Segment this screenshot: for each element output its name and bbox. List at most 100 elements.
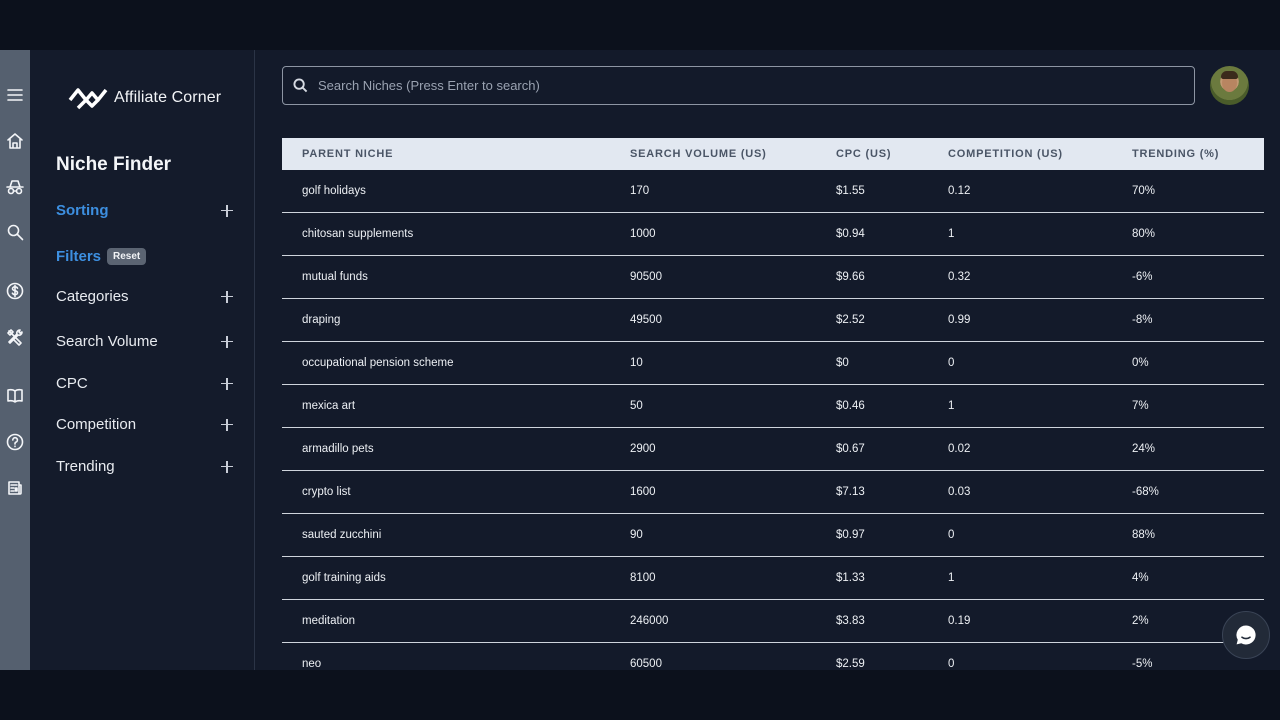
cell-search-volume: 1600 — [630, 486, 656, 498]
sorting-label: Sorting — [56, 202, 109, 219]
filters-header: Filters Reset — [56, 248, 147, 265]
cell-cpc: $2.52 — [836, 314, 865, 326]
menu-icon[interactable] — [4, 84, 26, 106]
sidebar: Affiliate Corner Niche Finder Sorting Fi… — [30, 50, 255, 670]
cell-trending: -5% — [1132, 658, 1153, 670]
cell-cpc: $3.83 — [836, 615, 865, 627]
filters-label: Filters — [56, 248, 102, 265]
header-parent-niche[interactable]: PARENT NICHE — [302, 148, 394, 160]
table-header: PARENT NICHE SEARCH VOLUME (US) CPC (US)… — [282, 138, 1264, 170]
table-row[interactable]: draping 49500 $2.52 0.99 -8% — [282, 299, 1264, 342]
cell-search-volume: 170 — [630, 185, 650, 197]
table-row[interactable]: golf training aids 8100 $1.33 1 4% — [282, 557, 1264, 600]
cell-search-volume: 246000 — [630, 615, 669, 627]
cell-parent-niche: occupational pension scheme — [302, 357, 454, 369]
cell-trending: 0% — [1132, 357, 1149, 369]
cell-competition: 0 — [948, 357, 955, 369]
brand-logo[interactable]: Affiliate Corner — [68, 84, 221, 112]
cell-parent-niche: chitosan supplements — [302, 228, 414, 240]
cell-parent-niche: draping — [302, 314, 341, 326]
plus-icon — [220, 290, 234, 304]
cell-search-volume: 60500 — [630, 658, 662, 670]
table-row[interactable]: crypto list 1600 $7.13 0.03 -68% — [282, 471, 1264, 514]
cell-competition: 1 — [948, 228, 955, 240]
filter-search-volume[interactable]: Search Volume — [56, 333, 234, 350]
header-search-volume[interactable]: SEARCH VOLUME (US) — [630, 148, 767, 160]
chat-button[interactable] — [1222, 611, 1270, 659]
tools-icon[interactable] — [4, 326, 26, 348]
cell-trending: 24% — [1132, 443, 1156, 455]
cell-trending: -6% — [1132, 271, 1153, 283]
avatar-hair — [1221, 71, 1238, 79]
cell-cpc: $0.97 — [836, 529, 865, 541]
book-icon[interactable] — [4, 385, 26, 407]
filter-cpc[interactable]: CPC — [56, 375, 234, 392]
table-body: golf holidays 170 $1.55 0.12 70% chitosan sup… — [282, 170, 1264, 686]
cell-parent-niche: crypto list — [302, 486, 351, 498]
table-row[interactable]: occupational pension scheme 10 $0 0 0% — [282, 342, 1264, 385]
filter-label: Categories — [56, 288, 129, 305]
reset-filters-button[interactable]: Reset — [107, 248, 147, 265]
table-row[interactable]: armadillo pets 2900 $0.67 0.02 24% — [282, 428, 1264, 471]
brand-name: Affiliate Corner — [114, 89, 222, 106]
cell-parent-niche: mutual funds — [302, 271, 368, 283]
table-row[interactable]: mutual funds 90500 $9.66 0.32 -6% — [282, 256, 1264, 299]
cell-search-volume: 8100 — [630, 572, 656, 584]
filter-label: Search Volume — [56, 333, 158, 350]
table-row[interactable]: chitosan supplements 1000 $0.94 1 80% — [282, 213, 1264, 256]
cell-cpc: $0 — [836, 357, 849, 369]
search-bar — [282, 66, 1195, 105]
main-content: PARENT NICHE SEARCH VOLUME (US) CPC (US)… — [256, 50, 1280, 686]
newspaper-icon[interactable] — [4, 477, 26, 499]
cell-trending: 88% — [1132, 529, 1156, 541]
cell-trending: 80% — [1132, 228, 1156, 240]
table-row[interactable]: sauted zucchini 90 $0.97 0 88% — [282, 514, 1264, 557]
cell-search-volume: 90 — [630, 529, 643, 541]
incognito-icon[interactable] — [4, 176, 26, 198]
cell-cpc: $0.94 — [836, 228, 865, 240]
cell-competition: 0.02 — [948, 443, 971, 455]
plus-icon — [220, 377, 234, 391]
filter-categories[interactable]: Categories — [56, 288, 234, 305]
table-row[interactable]: mexica art 50 $0.46 1 7% — [282, 385, 1264, 428]
header-competition[interactable]: COMPETITION (US) — [948, 148, 1063, 160]
cell-parent-niche: mexica art — [302, 400, 356, 412]
cell-cpc: $9.66 — [836, 271, 865, 283]
home-icon[interactable] — [4, 130, 26, 152]
sorting-toggle[interactable]: Sorting — [56, 202, 234, 219]
cell-trending: 2% — [1132, 615, 1149, 627]
cell-cpc: $0.67 — [836, 443, 865, 455]
cell-competition: 1 — [948, 572, 955, 584]
cell-trending: 4% — [1132, 572, 1149, 584]
filter-label: CPC — [56, 375, 88, 392]
search-input[interactable] — [318, 78, 1178, 93]
app-frame: Affiliate Corner Niche Finder Sorting Fi… — [0, 50, 1280, 686]
cell-trending: -8% — [1132, 314, 1153, 326]
filter-competition[interactable]: Competition — [56, 416, 234, 433]
cell-search-volume: 90500 — [630, 271, 662, 283]
cell-search-volume: 2900 — [630, 443, 656, 455]
letterbox-top — [0, 0, 1280, 50]
affiliate-corner-logo-icon — [68, 88, 108, 110]
table-row[interactable]: golf holidays 170 $1.55 0.12 70% — [282, 170, 1264, 213]
header-cpc[interactable]: CPC (US) — [836, 148, 892, 160]
cell-search-volume: 1000 — [630, 228, 656, 240]
search-icon[interactable] — [4, 221, 26, 243]
dollar-icon[interactable] — [4, 280, 26, 302]
avatar[interactable] — [1210, 66, 1249, 105]
cell-cpc: $2.59 — [836, 658, 865, 670]
chat-bubble-icon — [1236, 625, 1256, 645]
niche-table: PARENT NICHE SEARCH VOLUME (US) CPC (US)… — [282, 138, 1264, 686]
cell-search-volume: 10 — [630, 357, 643, 369]
cell-trending: 7% — [1132, 400, 1149, 412]
page-title: Niche Finder — [56, 154, 172, 175]
filter-label: Competition — [56, 416, 137, 433]
table-row[interactable]: meditation 246000 $3.83 0.19 2% — [282, 600, 1264, 643]
cell-competition: 0 — [948, 658, 955, 670]
help-icon[interactable] — [4, 431, 26, 453]
header-trending[interactable]: TRENDING (%) — [1132, 148, 1220, 160]
letterbox-bottom — [0, 670, 1280, 720]
cell-competition: 0 — [948, 529, 955, 541]
filter-trending[interactable]: Trending — [56, 458, 234, 475]
cell-trending: -68% — [1132, 486, 1159, 498]
